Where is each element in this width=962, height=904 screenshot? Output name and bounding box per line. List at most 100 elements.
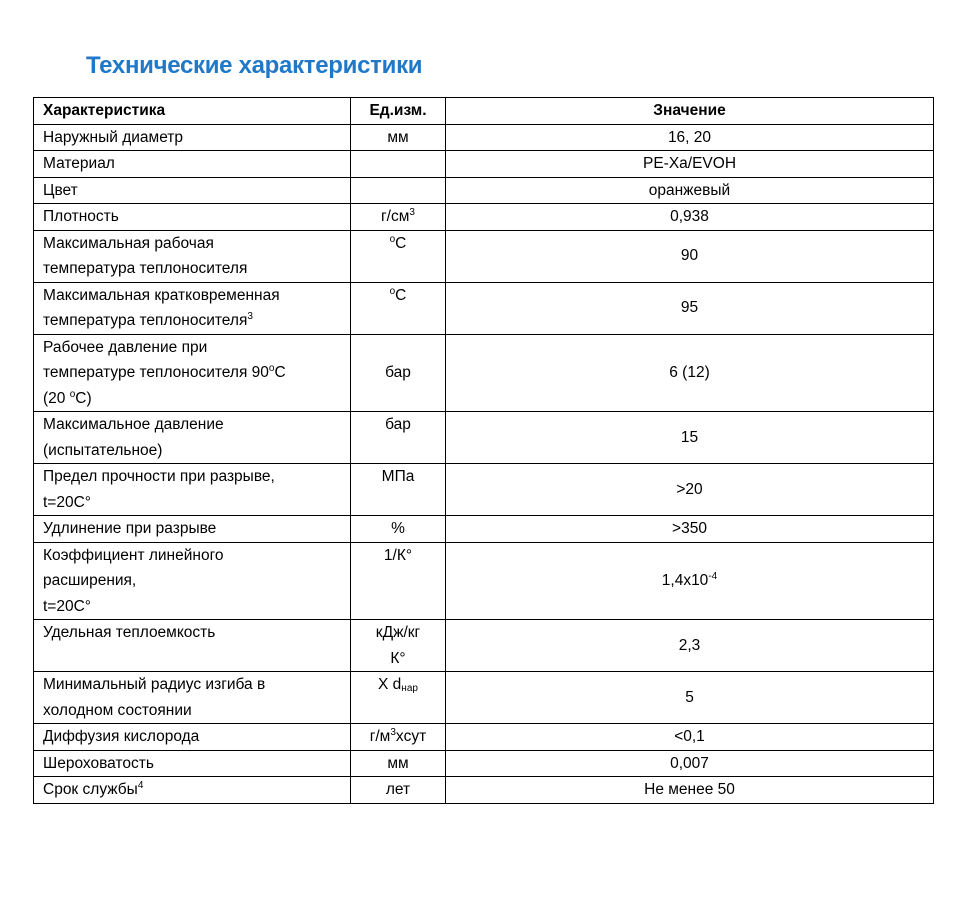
header-value: Значение: [445, 97, 934, 125]
header-unit: Ед.изм.: [350, 97, 446, 125]
cell-text: t=20C°: [43, 597, 91, 615]
unit-cell: МПа: [350, 463, 446, 516]
value-cell: >350: [445, 515, 934, 543]
cell-text: 5: [685, 688, 694, 706]
value-cell: Не менее 50: [445, 776, 934, 804]
cell-text: PE-Xa/EVOH: [642, 155, 737, 172]
cell-text: г/м: [369, 728, 391, 745]
unit-cell: кДж/кг К°: [350, 619, 446, 672]
superscript: 3: [247, 311, 253, 322]
unit-cell: X dнар: [350, 671, 446, 724]
characteristic-cell: Удлинение при разрыве: [33, 515, 351, 543]
cell-text: >350: [672, 520, 707, 537]
cell-text: С): [75, 389, 92, 407]
value-cell: 5: [445, 671, 934, 724]
unit-cell: %: [350, 515, 446, 543]
superscript: о: [389, 233, 396, 245]
characteristic-cell: Цвет: [33, 176, 351, 204]
cell-text: Максимальная кратковременная: [43, 286, 280, 304]
cell-text: X d: [378, 676, 402, 693]
characteristic-cell: Коэффициент линейного расширения, t=20C°: [33, 541, 351, 620]
characteristic-cell: Диффузия кислорода: [33, 723, 351, 751]
superscript: 4: [137, 780, 144, 791]
unit-cell: [350, 176, 446, 204]
table-row: Максимальная кратковременная температура …: [33, 281, 934, 335]
value-cell: 6 (12): [445, 333, 934, 412]
value-cell: 90: [445, 229, 934, 283]
cell-text: Максимальное давление: [43, 416, 224, 433]
table-row: Максимальная рабочая температура теплонос…: [33, 229, 934, 283]
page-title: Технические характеристики: [86, 52, 423, 79]
header-characteristic: Характеристика: [33, 97, 351, 125]
table-row: Коэффициент линейного расширения, t=20C° 1/…: [33, 541, 934, 620]
cell-text: 0,007: [670, 754, 709, 772]
table-row: Цвет оранжевый: [33, 176, 934, 204]
cell-text: t=20C°: [43, 493, 91, 511]
characteristic-cell: Максимальная кратковременная температура …: [33, 281, 351, 335]
characteristic-cell: Рабочее давление при температуре теплонос…: [33, 333, 351, 412]
cell-text: >20: [676, 480, 703, 498]
cell-text: Коэффициент линейного: [43, 546, 224, 564]
table-row: Рабочее давление при температуре теплонос…: [33, 333, 934, 412]
cell-text: 2,3: [678, 636, 701, 654]
cell-text: Диффузия кислорода: [43, 728, 200, 745]
cell-text: Шероховатость: [43, 754, 154, 772]
unit-cell: оС: [350, 281, 446, 335]
characteristic-cell: Максимальная рабочая температура теплонос…: [33, 229, 351, 283]
cell-text: кДж/кг: [375, 624, 421, 641]
superscript: о: [389, 285, 396, 297]
table-row: Удельная теплоемкость кДж/кг К° 2,3: [33, 619, 934, 672]
cell-text: 95: [680, 299, 699, 317]
value-cell: оранжевый: [445, 176, 934, 204]
cell-text: Не менее 50: [644, 781, 735, 798]
cell-text: 90: [680, 247, 699, 265]
table-row: Предел прочности при разрыве, t=20C° МПа >2…: [33, 463, 934, 516]
characteristic-cell: Наружный диаметр: [33, 123, 351, 151]
table-row: Минимальный радиус изгиба в холодном сост…: [33, 671, 934, 724]
cell-text: (испытательное): [43, 441, 163, 459]
table-row: Срок службы4 лет Не менее 50: [33, 776, 934, 804]
unit-cell: г/м3xсут: [350, 723, 446, 751]
cell-text: 6 (12): [669, 364, 710, 381]
value-cell: >20: [445, 463, 934, 516]
cell-text: бар: [385, 416, 411, 433]
cell-text: температуре теплоносителя 90: [43, 364, 269, 381]
cell-text: Цвет: [43, 181, 78, 199]
characteristic-cell: Шероховатость: [33, 749, 351, 777]
cell-text: холодном состоянии: [43, 701, 192, 719]
table-row: Максимальное давление (испытательное) бар 1…: [33, 411, 934, 464]
unit-cell: 1/К°: [350, 541, 446, 620]
value-cell: 0,007: [445, 749, 934, 777]
table-row: Наружный диаметр мм 16, 20: [33, 123, 934, 151]
value-cell: 1,4x10-4: [445, 541, 934, 620]
unit-cell: бар: [350, 411, 446, 464]
unit-cell: оС: [350, 229, 446, 283]
cell-text: 1,4x10: [661, 572, 709, 589]
cell-text: 0,938: [670, 208, 709, 225]
superscript: о: [69, 388, 76, 400]
cell-text: 1/К°: [383, 546, 413, 564]
cell-text: мм: [387, 128, 409, 146]
cell-text: <0,1: [674, 728, 705, 745]
cell-text: оранжевый: [648, 181, 731, 199]
cell-text: Удлинение при разрыве: [43, 520, 217, 537]
cell-text: %: [391, 520, 405, 537]
characteristic-cell: Материал: [33, 150, 351, 178]
value-cell: 16, 20: [445, 123, 934, 151]
table-row: Плотность г/см3 0,938: [33, 203, 934, 231]
unit-cell: мм: [350, 123, 446, 151]
cell-text: Материал: [43, 155, 115, 172]
characteristic-cell: Плотность: [33, 203, 351, 231]
unit-cell: бар: [350, 333, 446, 412]
characteristic-cell: Максимальное давление (испытательное): [33, 411, 351, 464]
cell-text: Рабочее давление при: [43, 338, 208, 356]
table-row: Шероховатость мм 0,007: [33, 749, 934, 777]
unit-cell: мм: [350, 749, 446, 777]
characteristic-cell: Удельная теплоемкость: [33, 619, 351, 672]
value-cell: 0,938: [445, 203, 934, 231]
cell-text: К°: [390, 649, 406, 667]
cell-text: 15: [680, 428, 699, 446]
unit-cell: г/см3: [350, 203, 446, 231]
cell-text: г/см: [381, 208, 410, 225]
cell-text: Плотность: [43, 208, 119, 225]
